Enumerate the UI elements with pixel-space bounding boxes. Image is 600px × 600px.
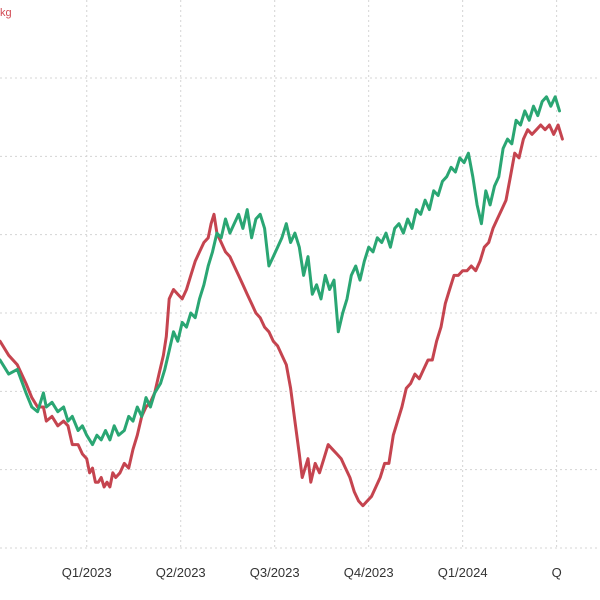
x-tick-label: Q2/2023 — [156, 565, 206, 580]
x-tick-label: Q1/2024 — [438, 565, 488, 580]
y-axis-unit-label: kg — [0, 7, 12, 19]
x-axis-tick-labels: Q1/2023 Q2/2023 Q3/2023 Q4/2023 Q1/2024 Q — [62, 565, 562, 580]
green-series-line — [0, 95, 561, 447]
red-series-line — [0, 123, 564, 508]
x-tick-label: Q4/2023 — [344, 565, 394, 580]
x-tick-label: Q1/2023 — [62, 565, 112, 580]
x-tick-label: Q3/2023 — [250, 565, 300, 580]
grid-lines — [0, 0, 600, 549]
x-tick-label: Q — [552, 565, 562, 580]
series-lines — [0, 95, 564, 508]
